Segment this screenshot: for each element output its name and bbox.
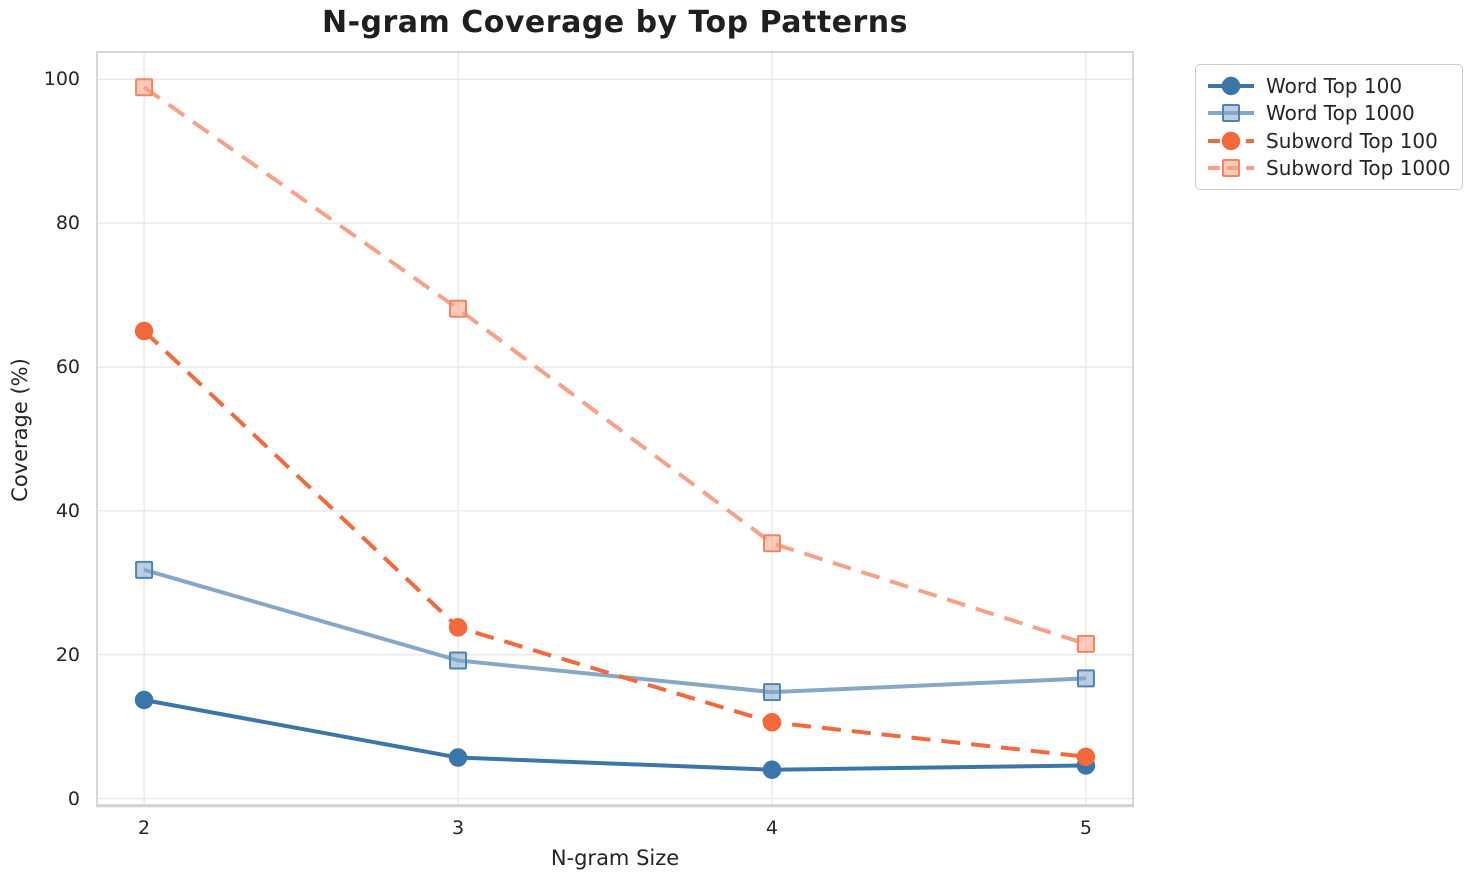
marker-word-top-100 xyxy=(134,690,154,710)
y-tick-label: 100 xyxy=(43,68,80,91)
square-line-swatch-icon xyxy=(1208,159,1254,178)
x-tick-label: 4 xyxy=(765,817,779,839)
marker-subword-top-1000 xyxy=(449,299,468,318)
legend-item-word-top-100: Word Top 100 xyxy=(1206,72,1452,100)
chart-title: N-gram Coverage by Top Patterns xyxy=(321,5,909,40)
legend-item-label: Word Top 100 xyxy=(1266,73,1403,98)
series-line-word-top-1000 xyxy=(143,567,1086,695)
legend: Word Top 100 Word Top 1000 Subword Top 100… xyxy=(1195,64,1463,190)
y-tick-label: 0 xyxy=(67,787,80,810)
y-tick-label: 80 xyxy=(55,212,80,235)
legend-item-label: Word Top 1000 xyxy=(1266,101,1415,126)
marker-word-top-1000 xyxy=(449,651,468,670)
series-line-subword-top-100 xyxy=(142,329,1087,759)
marker-word-top-1000 xyxy=(762,683,781,702)
marker-word-top-100 xyxy=(762,760,782,780)
marker-subword-top-100 xyxy=(448,618,468,637)
legend-item-label: Subword Top 1000 xyxy=(1266,156,1451,181)
legend-item-subword-top-100: Subword Top 100 xyxy=(1206,127,1452,155)
legend-item-word-top-1000: Word Top 1000 xyxy=(1206,100,1452,128)
x-axis-label: N-gram Size xyxy=(550,846,680,870)
y-tick-label: 20 xyxy=(55,643,80,666)
marker-subword-top-100 xyxy=(1076,747,1096,767)
square-line-swatch-icon xyxy=(1208,104,1254,123)
marker-subword-top-100 xyxy=(134,321,154,341)
marker-word-top-100 xyxy=(448,748,468,767)
series-line-subword-top-1000 xyxy=(142,85,1087,646)
legend-item-subword-top-1000: Subword Top 1000 xyxy=(1206,155,1452,183)
y-axis-label: Coverage (%) xyxy=(8,358,32,502)
marker-subword-top-100 xyxy=(762,713,782,732)
marker-word-top-1000 xyxy=(135,560,154,579)
marker-subword-top-1000 xyxy=(1076,634,1095,653)
legend-item-label: Subword Top 100 xyxy=(1266,128,1438,153)
marker-subword-top-1000 xyxy=(135,78,154,97)
series-line-word-top-100 xyxy=(143,698,1086,772)
marker-subword-top-1000 xyxy=(762,534,781,553)
y-tick-label: 60 xyxy=(55,356,80,378)
x-tick-label: 3 xyxy=(451,817,465,839)
circle-line-swatch-icon xyxy=(1208,131,1254,150)
marker-word-top-1000 xyxy=(1076,669,1095,688)
y-tick-label: 40 xyxy=(55,499,80,522)
x-tick-label: 2 xyxy=(138,817,151,839)
circle-line-swatch-icon xyxy=(1208,76,1254,95)
x-tick-label: 5 xyxy=(1079,817,1092,839)
